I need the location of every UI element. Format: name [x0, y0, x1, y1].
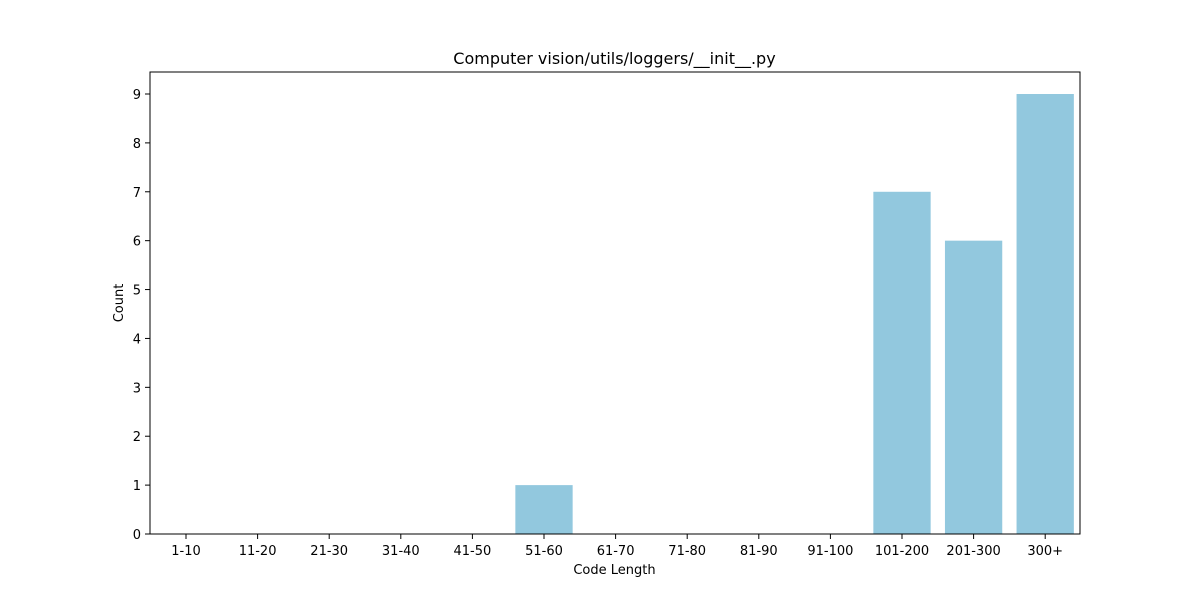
- y-axis: 0 1 2 3 4 5 6 7 8 9: [133, 88, 150, 543]
- bar-11: [944, 240, 1003, 535]
- plot-area-frame: [149, 71, 1081, 535]
- x-tick-label: 31-40: [382, 544, 420, 559]
- y-tick-label: 2: [133, 430, 141, 445]
- x-tick-label: 11-20: [239, 544, 277, 559]
- y-tick-label: 1: [133, 479, 141, 494]
- x-tick-label: 201-300: [946, 544, 1000, 559]
- x-tick-label: 300+: [1027, 544, 1063, 559]
- bar-5: [515, 485, 573, 534]
- bars-group: [515, 94, 1074, 535]
- x-tick-label: 81-90: [740, 544, 778, 559]
- bar-10: [873, 191, 931, 534]
- x-tick-label: 71-80: [668, 544, 706, 559]
- x-tick-label: 51-60: [525, 544, 563, 559]
- y-tick-label: 3: [133, 381, 141, 396]
- x-tick-label: 101-200: [875, 544, 929, 559]
- x-tick-label: 91-100: [807, 544, 853, 559]
- y-tick-label: 6: [133, 235, 141, 250]
- x-axis: 1-10 11-20 21-30 31-40 41-50 51-60 61-70 71-80 8…: [171, 534, 1063, 559]
- x-axis-label: Code Length: [573, 563, 655, 578]
- y-axis-label: Count: [112, 284, 127, 323]
- y-tick-label: 5: [133, 284, 141, 299]
- y-tick-label: 0: [133, 528, 141, 543]
- chart-title: Computer vision/utils/loggers/__init__.p…: [453, 49, 775, 69]
- y-tick-label: 4: [133, 332, 141, 347]
- y-tick-label: 9: [133, 88, 141, 103]
- x-tick-label: 1-10: [171, 544, 201, 559]
- x-tick-label: 41-50: [454, 544, 492, 559]
- x-tick-label: 61-70: [597, 544, 635, 559]
- x-tick-label: 21-30: [310, 544, 348, 559]
- bar-12: [1016, 94, 1074, 534]
- y-tick-label: 8: [133, 137, 141, 152]
- y-tick-label: 7: [133, 186, 141, 201]
